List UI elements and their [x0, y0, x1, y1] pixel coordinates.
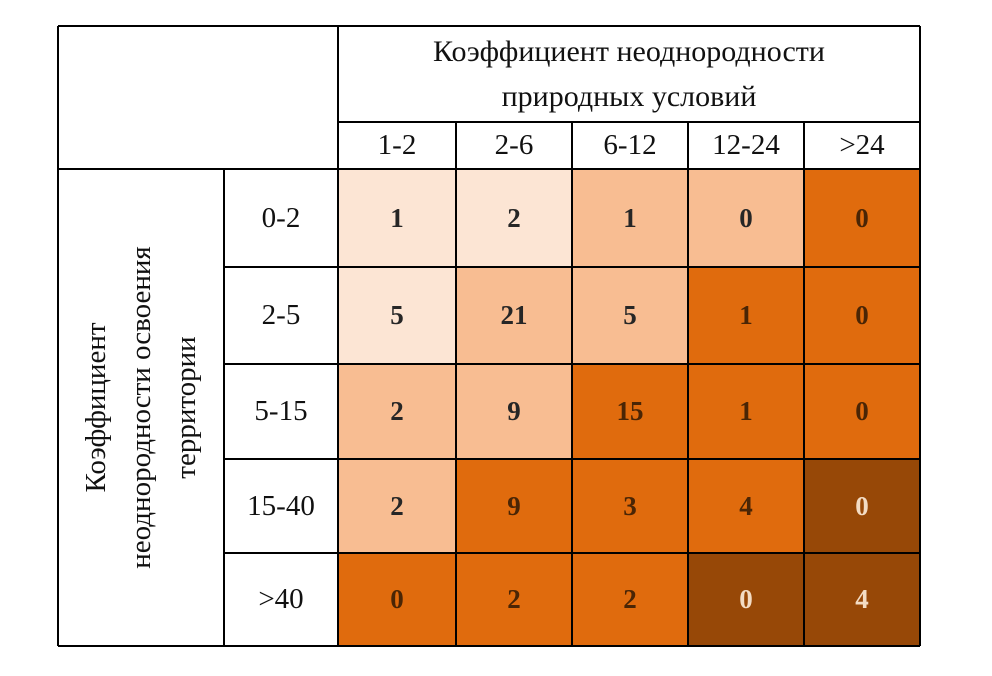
row-tick-label: 0-2 [261, 201, 301, 234]
heatmap-cell: 9 [456, 459, 572, 553]
heatmap-cell: 0 [804, 267, 920, 364]
grid-line [223, 169, 225, 646]
heatmap-cell: 3 [572, 459, 688, 553]
column-tick-label: 12-24 [712, 129, 780, 161]
heatmap-cell: 0 [688, 169, 804, 267]
heatmap-cell: 1 [572, 169, 688, 267]
column-tick-label: 2-6 [494, 129, 534, 161]
column-tick-label: 6-12 [603, 129, 657, 161]
grid-line [58, 645, 920, 647]
grid-line [58, 25, 920, 27]
heatmap-cell: 0 [804, 169, 920, 267]
column-tick-label: >24 [839, 129, 885, 161]
grid-line [57, 26, 59, 646]
heatmap-table: Коэффициент неоднородности природных усл… [57, 25, 921, 647]
heatmap-cell: 4 [688, 459, 804, 553]
grid-line [337, 26, 339, 646]
column-header-line-2: природных условий [501, 80, 757, 113]
row-header-line-2: неоднородности освоения [124, 246, 157, 569]
grid-line [58, 168, 920, 170]
grid-line [919, 26, 921, 646]
heatmap-cell: 0 [338, 553, 456, 646]
row-tick-label: 15-40 [247, 489, 315, 522]
heatmap-cell: 0 [804, 459, 920, 553]
heatmap-cell: 2 [572, 553, 688, 646]
heatmap-cell: 2 [338, 459, 456, 553]
row-tick-label: >40 [258, 583, 304, 615]
heatmap-cell: 4 [804, 553, 920, 646]
row-tick-label: 2-5 [261, 299, 301, 331]
heatmap-cell: 5 [338, 267, 456, 364]
heatmap-cell: 1 [338, 169, 456, 267]
heatmap-cell: 0 [688, 553, 804, 646]
row-header-line-3: территории [169, 336, 202, 479]
heatmap-cell: 0 [804, 364, 920, 459]
heatmap-cell: 1 [688, 267, 804, 364]
row-header: Коэффициент неоднородности освоения терр… [58, 169, 224, 646]
grid-line [571, 122, 573, 646]
heatmap-cell: 2 [338, 364, 456, 459]
heatmap-cell: 15 [572, 364, 688, 459]
heatmap-cell: 5 [572, 267, 688, 364]
row-header-line-1: Коэффициент [79, 322, 112, 493]
column-header-line-1: Коэффициент неоднородности [433, 35, 825, 68]
grid-line [455, 122, 457, 646]
row-tick-label: 5-15 [254, 395, 308, 427]
grid-line [687, 122, 689, 646]
heatmap-cell: 21 [456, 267, 572, 364]
heatmap-cell: 2 [456, 169, 572, 267]
heatmap-cell: 9 [456, 364, 572, 459]
column-tick-label: 1-2 [377, 129, 417, 161]
grid-line [803, 122, 805, 646]
column-header: Коэффициент неоднородности природных усл… [338, 26, 920, 122]
heatmap-cell: 2 [456, 553, 572, 646]
heatmap-cell: 1 [688, 364, 804, 459]
grid-line [338, 121, 920, 123]
